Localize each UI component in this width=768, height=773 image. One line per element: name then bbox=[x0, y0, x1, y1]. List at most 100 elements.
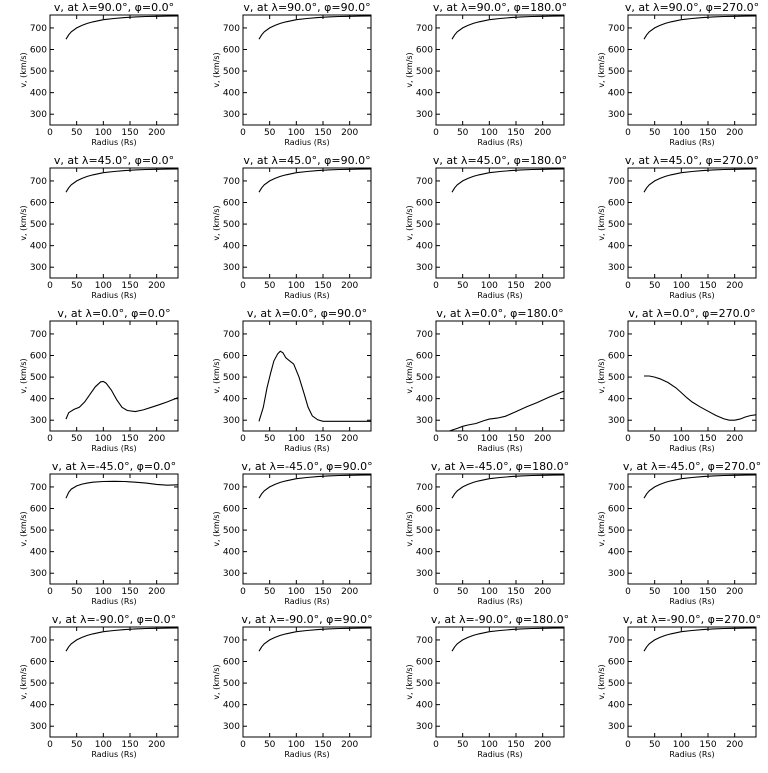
y-axis-label: v, (km/s) bbox=[597, 205, 606, 240]
panel-title: v, at λ=90.0°, φ=180.0° bbox=[433, 1, 567, 14]
y-tick-label: 700 bbox=[608, 330, 625, 340]
y-tick-label: 300 bbox=[30, 110, 47, 120]
panel-title: v, at λ=-90.0°, φ=0.0° bbox=[52, 613, 176, 626]
panel-title: v, at λ=0.0°, φ=90.0° bbox=[247, 307, 367, 320]
plot-frame bbox=[49, 320, 179, 432]
x-tick-label: 200 bbox=[726, 434, 743, 444]
panel-title: v, at λ=45.0°, φ=0.0° bbox=[54, 154, 174, 167]
x-tick-label: 0 bbox=[47, 740, 53, 750]
plot-frame bbox=[242, 14, 372, 126]
y-axis-label: v, (km/s) bbox=[19, 511, 28, 546]
x-tick-label: 200 bbox=[534, 128, 551, 138]
y-axis-label: v, (km/s) bbox=[19, 664, 28, 699]
panel-7: v, at λ=45.0°, φ=180.0° 0 50 100 150 200 300 40… bbox=[405, 154, 567, 300]
y-tick-label: 400 bbox=[608, 242, 625, 252]
y-tick-label: 500 bbox=[416, 67, 433, 77]
y-tick-label: 700 bbox=[30, 330, 47, 340]
y-tick-label: 300 bbox=[223, 110, 240, 120]
x-tick-label: 0 bbox=[625, 587, 631, 597]
y-tick-label: 500 bbox=[416, 526, 433, 536]
y-tick-label: 600 bbox=[416, 199, 433, 209]
x-tick-label: 0 bbox=[625, 281, 631, 291]
y-axis-label: v, (km/s) bbox=[19, 358, 28, 393]
plot-frame bbox=[242, 320, 372, 432]
series-line bbox=[643, 474, 757, 499]
x-tick-label: 100 bbox=[288, 128, 305, 138]
y-tick-label: 300 bbox=[608, 263, 625, 273]
x-axis-label: Radius (Rs) bbox=[477, 597, 522, 606]
y-axis-label: v, (km/s) bbox=[19, 52, 28, 87]
y-tick-label: 600 bbox=[608, 199, 625, 209]
y-axis-label: v, (km/s) bbox=[212, 52, 221, 87]
y-tick-label: 500 bbox=[608, 220, 625, 230]
y-tick-label: 600 bbox=[416, 46, 433, 56]
plot-frame bbox=[627, 14, 757, 126]
y-tick-label: 500 bbox=[608, 679, 625, 689]
y-tick-label: 400 bbox=[416, 395, 433, 405]
y-tick-label: 600 bbox=[223, 352, 240, 362]
x-axis-label: Radius (Rs) bbox=[91, 291, 136, 300]
y-tick-label: 300 bbox=[30, 569, 47, 579]
y-tick-label: 300 bbox=[223, 569, 240, 579]
x-tick-label: 0 bbox=[47, 281, 53, 291]
y-tick-label: 300 bbox=[30, 722, 47, 732]
y-tick-label: 700 bbox=[223, 24, 240, 34]
y-axis-label: v, (km/s) bbox=[212, 664, 221, 699]
x-tick-label: 0 bbox=[433, 128, 439, 138]
y-tick-label: 700 bbox=[608, 483, 625, 493]
y-tick-label: 500 bbox=[30, 373, 47, 383]
y-tick-label: 300 bbox=[416, 416, 433, 426]
y-tick-label: 700 bbox=[416, 24, 433, 34]
panel-title: v, at λ=90.0°, φ=0.0° bbox=[54, 1, 174, 14]
x-tick-label: 200 bbox=[341, 281, 358, 291]
panel-14: v, at λ=-45.0°, φ=90.0° 0 50 100 150 200 300 40… bbox=[212, 460, 373, 606]
x-tick-label: 100 bbox=[288, 434, 305, 444]
y-tick-label: 700 bbox=[223, 177, 240, 187]
y-axis-label: v, (km/s) bbox=[212, 358, 221, 393]
y-tick-label: 500 bbox=[223, 67, 240, 77]
y-tick-label: 700 bbox=[608, 636, 625, 646]
x-tick-label: 200 bbox=[726, 128, 743, 138]
x-axis-label: Radius (Rs) bbox=[477, 291, 522, 300]
y-tick-label: 700 bbox=[30, 177, 47, 187]
x-tick-label: 100 bbox=[95, 740, 112, 750]
panel-15: v, at λ=-45.0°, φ=180.0° 0 50 100 150 200 300 4… bbox=[405, 460, 569, 606]
x-tick-label: 0 bbox=[240, 740, 246, 750]
x-tick-label: 150 bbox=[121, 281, 138, 291]
y-axis-label: v, (km/s) bbox=[405, 52, 414, 87]
x-tick-label: 100 bbox=[673, 281, 690, 291]
x-tick-label: 100 bbox=[95, 587, 112, 597]
x-tick-label: 50 bbox=[649, 434, 661, 444]
series-line bbox=[258, 627, 372, 652]
x-tick-label: 50 bbox=[457, 434, 469, 444]
x-axis-label: Radius (Rs) bbox=[669, 444, 714, 453]
y-tick-label: 500 bbox=[223, 220, 240, 230]
y-tick-label: 500 bbox=[416, 679, 433, 689]
x-tick-label: 150 bbox=[699, 740, 716, 750]
x-tick-label: 0 bbox=[433, 587, 439, 597]
plot-frame bbox=[627, 167, 757, 279]
series-line bbox=[65, 627, 179, 652]
panel-title: v, at λ=0.0°, φ=270.0° bbox=[628, 307, 755, 320]
y-tick-label: 600 bbox=[30, 199, 47, 209]
y-tick-label: 600 bbox=[30, 46, 47, 56]
y-tick-label: 700 bbox=[223, 636, 240, 646]
y-tick-label: 400 bbox=[223, 701, 240, 711]
panel-13: v, at λ=-45.0°, φ=0.0° 0 50 100 150 200 300 400… bbox=[19, 460, 179, 606]
y-tick-label: 400 bbox=[30, 548, 47, 558]
x-axis-label: Radius (Rs) bbox=[477, 444, 522, 453]
y-axis-label: v, (km/s) bbox=[212, 511, 221, 546]
y-tick-label: 500 bbox=[608, 526, 625, 536]
series-line bbox=[643, 15, 757, 40]
y-tick-label: 500 bbox=[608, 67, 625, 77]
y-tick-label: 700 bbox=[223, 330, 240, 340]
x-tick-label: 50 bbox=[457, 740, 469, 750]
x-tick-label: 50 bbox=[71, 434, 83, 444]
x-axis-label: Radius (Rs) bbox=[91, 444, 136, 453]
y-tick-label: 300 bbox=[223, 263, 240, 273]
y-tick-label: 700 bbox=[30, 483, 47, 493]
x-axis-label: Radius (Rs) bbox=[284, 138, 329, 147]
x-tick-label: 50 bbox=[457, 128, 469, 138]
